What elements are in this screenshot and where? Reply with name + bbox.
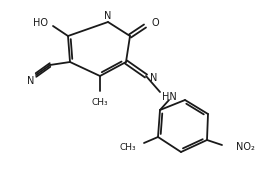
Text: CH₃: CH₃ — [92, 98, 108, 107]
Text: CH₃: CH₃ — [119, 142, 136, 151]
Text: N: N — [150, 73, 157, 83]
Text: HN: HN — [162, 92, 177, 102]
Text: HO: HO — [33, 18, 48, 28]
Text: O: O — [151, 18, 159, 28]
Text: N: N — [27, 76, 35, 86]
Text: N: N — [104, 11, 112, 21]
Text: NO₂: NO₂ — [236, 142, 255, 152]
